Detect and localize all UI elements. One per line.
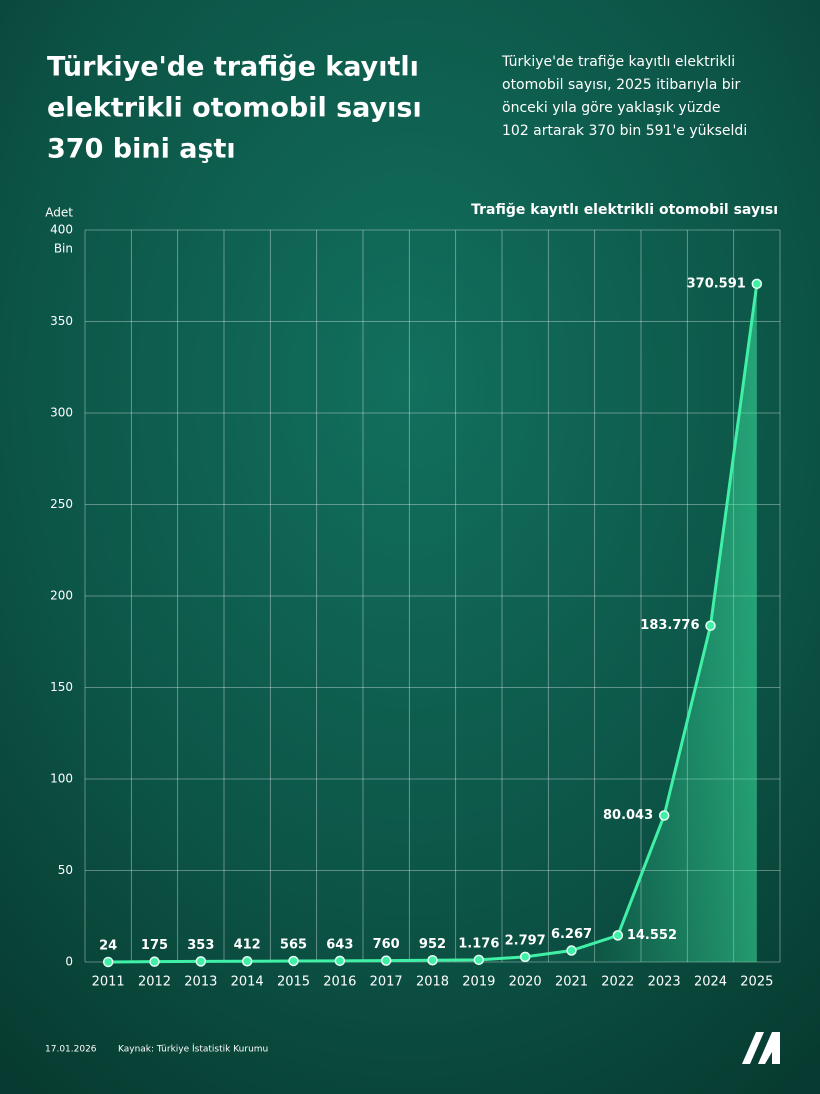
data-label: 6.267 bbox=[551, 927, 592, 942]
data-label: 643 bbox=[326, 937, 353, 952]
point bbox=[751, 278, 763, 290]
y-tick-label: 150 bbox=[50, 680, 73, 694]
title: elektrikli otomobil sayısı bbox=[47, 93, 422, 124]
data-label: 952 bbox=[419, 937, 446, 952]
x-tick-label: 2023 bbox=[648, 975, 681, 990]
x-tick-label: 2025 bbox=[740, 975, 773, 990]
x-tick-label: 2022 bbox=[601, 975, 634, 990]
point bbox=[705, 620, 716, 631]
subtitle: önceki yıla göre yaklaşık yüzde bbox=[502, 100, 720, 116]
x-tick-label: 2020 bbox=[509, 975, 542, 990]
chart-title: Trafiğe kayıtlı elektrikli otomobil sayı… bbox=[471, 202, 778, 218]
x-tick-label: 2011 bbox=[92, 975, 125, 990]
data-label: 14.552 bbox=[627, 928, 677, 943]
x-tick-label: 2014 bbox=[231, 975, 264, 990]
data-label: 1.176 bbox=[458, 936, 499, 951]
point bbox=[149, 956, 160, 967]
x-tick-label: 2021 bbox=[555, 975, 588, 990]
y-tick-label: 300 bbox=[50, 406, 73, 420]
source: Kaynak: Türkiye İstatistik Kurumu bbox=[118, 1044, 268, 1055]
title: Türkiye'de trafiğe kayıtlı bbox=[47, 52, 419, 83]
y-axis-label: Adet bbox=[45, 206, 73, 220]
point bbox=[241, 955, 253, 967]
data-label: 24 bbox=[99, 938, 117, 953]
point bbox=[519, 951, 531, 963]
x-tick-label: 2013 bbox=[184, 975, 217, 990]
y-tick-label: 350 bbox=[50, 314, 73, 328]
x-tick-label: 2017 bbox=[370, 975, 403, 990]
y-tick-label: 400 bbox=[50, 223, 73, 237]
x-tick-label: 2019 bbox=[462, 975, 495, 990]
x-tick-label: 2012 bbox=[138, 975, 171, 990]
data-label: 565 bbox=[280, 937, 307, 952]
x-tick-label: 2015 bbox=[277, 975, 310, 990]
y-tick-label: 250 bbox=[50, 497, 73, 511]
logo bbox=[742, 1032, 780, 1064]
date: 17.01.2026 bbox=[45, 1045, 97, 1055]
point bbox=[427, 955, 438, 966]
subtitle: otomobil sayısı, 2025 itibarıyla bir bbox=[502, 77, 741, 93]
point bbox=[473, 954, 485, 966]
point bbox=[334, 955, 346, 967]
y-tick-label: 200 bbox=[50, 589, 73, 603]
point bbox=[612, 930, 624, 941]
data-label: 183.776 bbox=[640, 618, 699, 633]
data-label: 353 bbox=[187, 938, 214, 953]
data-label: 175 bbox=[141, 938, 168, 953]
area bbox=[108, 283, 757, 962]
y-tick-label: 100 bbox=[50, 772, 73, 786]
subtitle: 102 artarak 370 bin 591'e yükseldi bbox=[502, 123, 747, 139]
point bbox=[658, 810, 670, 821]
data-label: 760 bbox=[373, 937, 400, 952]
point bbox=[566, 945, 577, 956]
point bbox=[288, 955, 299, 967]
y-unit: Bin bbox=[54, 242, 73, 256]
x-tick-label: 2024 bbox=[694, 975, 727, 990]
title: 370 bini aştı bbox=[47, 134, 236, 165]
data-label: 2.797 bbox=[505, 933, 546, 948]
subtitle: Türkiye'de trafiğe kayıtlı elektrikli bbox=[501, 54, 735, 70]
data-label: 370.591 bbox=[687, 276, 746, 291]
x-tick-label: 2016 bbox=[323, 975, 356, 990]
point bbox=[380, 955, 392, 966]
point bbox=[195, 956, 207, 967]
x-tick-label: 2018 bbox=[416, 975, 449, 990]
point bbox=[102, 956, 114, 968]
y-tick-label: 50 bbox=[58, 863, 73, 877]
data-label: 412 bbox=[234, 938, 261, 953]
data-label: 80.043 bbox=[603, 808, 653, 823]
y-tick-label: 0 bbox=[65, 955, 73, 969]
